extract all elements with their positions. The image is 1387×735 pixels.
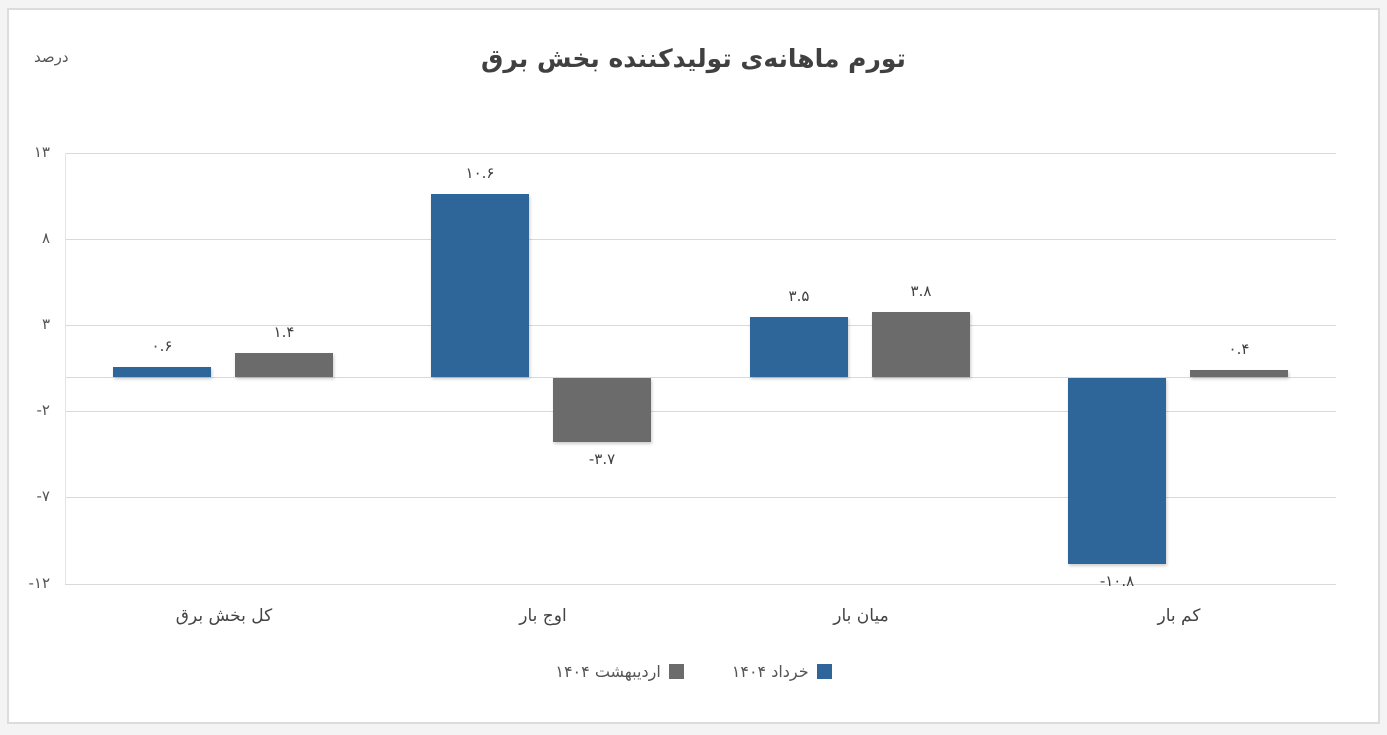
legend-label: اردیبهشت ۱۴۰۴	[555, 662, 661, 681]
chart-title: تورم ماهانه‌ی تولیدکننده بخش برق	[481, 44, 906, 73]
gridline	[65, 497, 1336, 498]
gridline	[65, 239, 1336, 240]
bar	[553, 378, 651, 442]
y-axis-line	[65, 153, 66, 584]
bar	[113, 366, 211, 377]
gridline	[65, 584, 1336, 585]
bar	[872, 311, 970, 377]
legend-swatch	[816, 664, 832, 679]
category-label: میان بار	[833, 606, 889, 626]
legend-swatch	[668, 664, 684, 679]
gridline	[65, 411, 1336, 412]
data-label: ۳.۵	[788, 286, 810, 305]
bar	[1190, 370, 1288, 377]
data-label: ۰.۴	[1228, 340, 1250, 359]
y-tick-label: ۱۳	[33, 143, 50, 161]
data-label: -۳.۷	[588, 449, 616, 468]
category-label: کم بار	[1157, 606, 1201, 626]
data-label: ۰.۶	[151, 336, 173, 355]
data-label: ۳.۸	[910, 281, 932, 300]
gridline	[65, 325, 1336, 326]
y-tick-label: ۳	[41, 315, 50, 333]
category-label: کل بخش برق	[175, 606, 273, 626]
legend-item-ordibehesht: اردیبهشت ۱۴۰۴	[555, 662, 684, 681]
category-label: اوج بار	[519, 606, 567, 626]
bar	[1068, 378, 1166, 564]
data-label: -۱۰.۸	[1099, 571, 1135, 590]
bar	[431, 194, 529, 377]
legend-label: خرداد ۱۴۰۴	[731, 662, 809, 681]
bar	[750, 316, 848, 377]
y-axis-unit-label: درصد	[34, 48, 69, 66]
y-tick-label: ۸	[41, 229, 50, 247]
y-tick-label: -۲	[36, 401, 50, 419]
y-tick-label: -۱۲	[28, 574, 50, 592]
zero-line	[65, 377, 1336, 378]
data-label: ۱.۴	[273, 322, 295, 341]
y-tick-label: -۷	[36, 487, 50, 505]
data-label: ۱۰.۶	[465, 164, 495, 183]
bar	[235, 352, 333, 377]
gridline	[65, 153, 1336, 154]
legend: خرداد ۱۴۰۴ اردیبهشت ۱۴۰۴	[0, 662, 1387, 681]
legend-item-khordad: خرداد ۱۴۰۴	[732, 662, 832, 681]
